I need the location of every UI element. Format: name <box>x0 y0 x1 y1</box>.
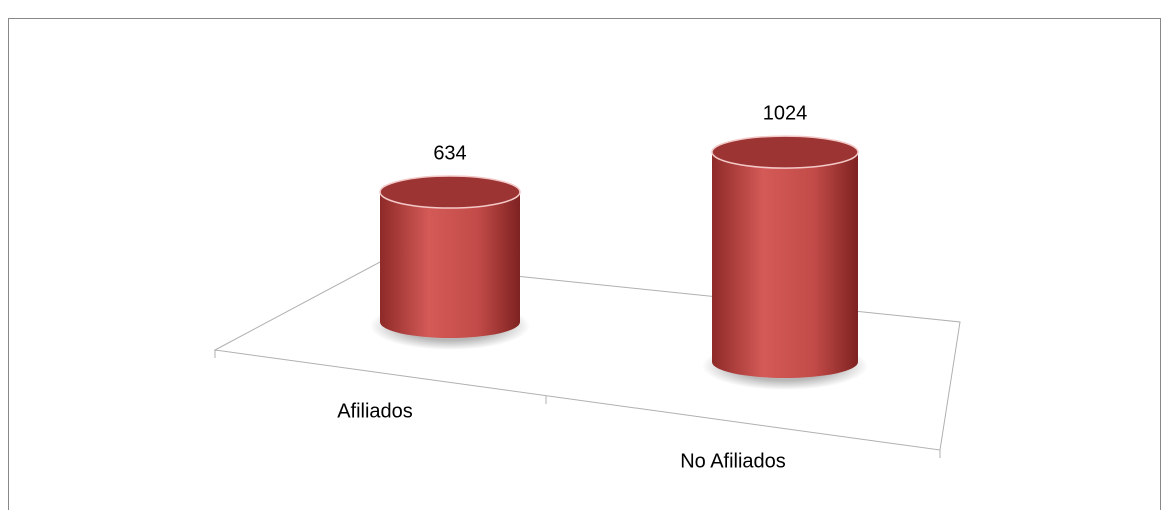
bar <box>380 192 520 338</box>
bar-top <box>379 175 521 209</box>
bar-top <box>711 135 859 169</box>
data-label: 1024 <box>763 102 808 124</box>
category-label: Afiliados <box>337 400 413 422</box>
category-label: No Afiliados <box>680 450 786 472</box>
chart-frame <box>8 18 1161 515</box>
data-label: 634 <box>433 142 466 164</box>
floor <box>213 261 961 451</box>
bar <box>712 152 858 378</box>
